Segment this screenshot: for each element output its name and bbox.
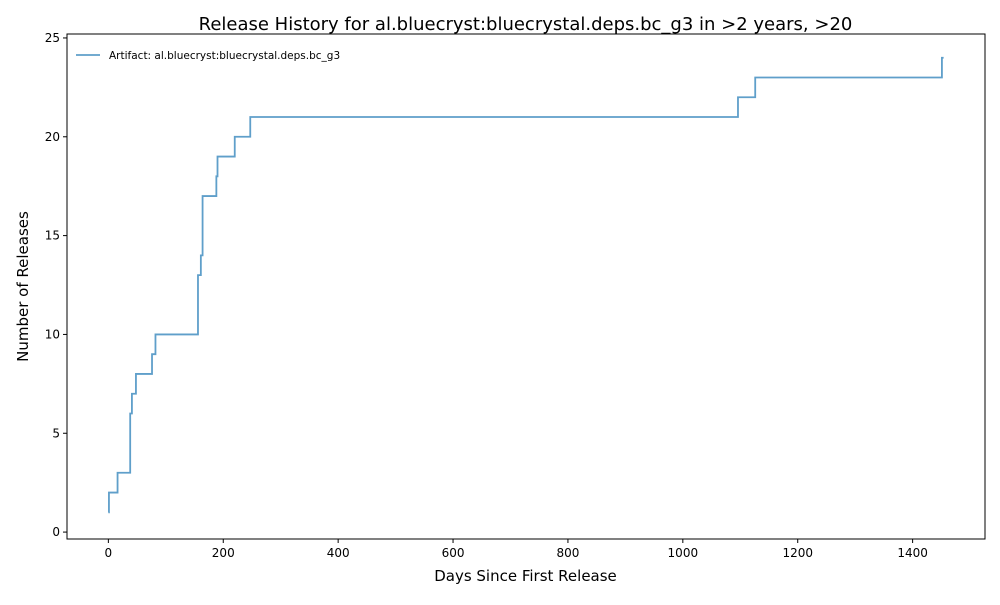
y-tick-label: 5 xyxy=(52,426,60,440)
chart-title: Release History for al.bluecryst:bluecry… xyxy=(199,14,853,35)
y-tick-label: 25 xyxy=(45,31,60,45)
y-axis-label: Number of Releases xyxy=(14,211,32,362)
x-tick-label: 1400 xyxy=(897,546,928,560)
x-tick-label: 600 xyxy=(442,546,465,560)
x-tick-label: 200 xyxy=(212,546,235,560)
x-tick-label: 0 xyxy=(105,546,113,560)
x-tick-label: 800 xyxy=(556,546,579,560)
x-tick-label: 400 xyxy=(327,546,350,560)
y-tick-label: 15 xyxy=(45,229,60,243)
legend-entry-label: Artifact: al.bluecryst:bluecrystal.deps.… xyxy=(109,50,340,62)
series-layer xyxy=(108,58,943,513)
x-tick-label: 1200 xyxy=(782,546,813,560)
y-tick-label: 10 xyxy=(45,327,60,341)
x-tick-label: 1000 xyxy=(668,546,699,560)
legend: Artifact: al.bluecryst:bluecrystal.deps.… xyxy=(76,50,340,62)
x-axis-label: Days Since First Release xyxy=(434,567,617,585)
x-axis: 0 200 400 600 800 1000 1200 1400 xyxy=(105,539,928,560)
series-line xyxy=(108,58,943,513)
plot-frame xyxy=(67,34,985,539)
y-axis: 0 5 10 15 20 25 xyxy=(45,31,67,539)
y-tick-label: 0 xyxy=(52,525,60,539)
y-tick-label: 20 xyxy=(45,130,60,144)
